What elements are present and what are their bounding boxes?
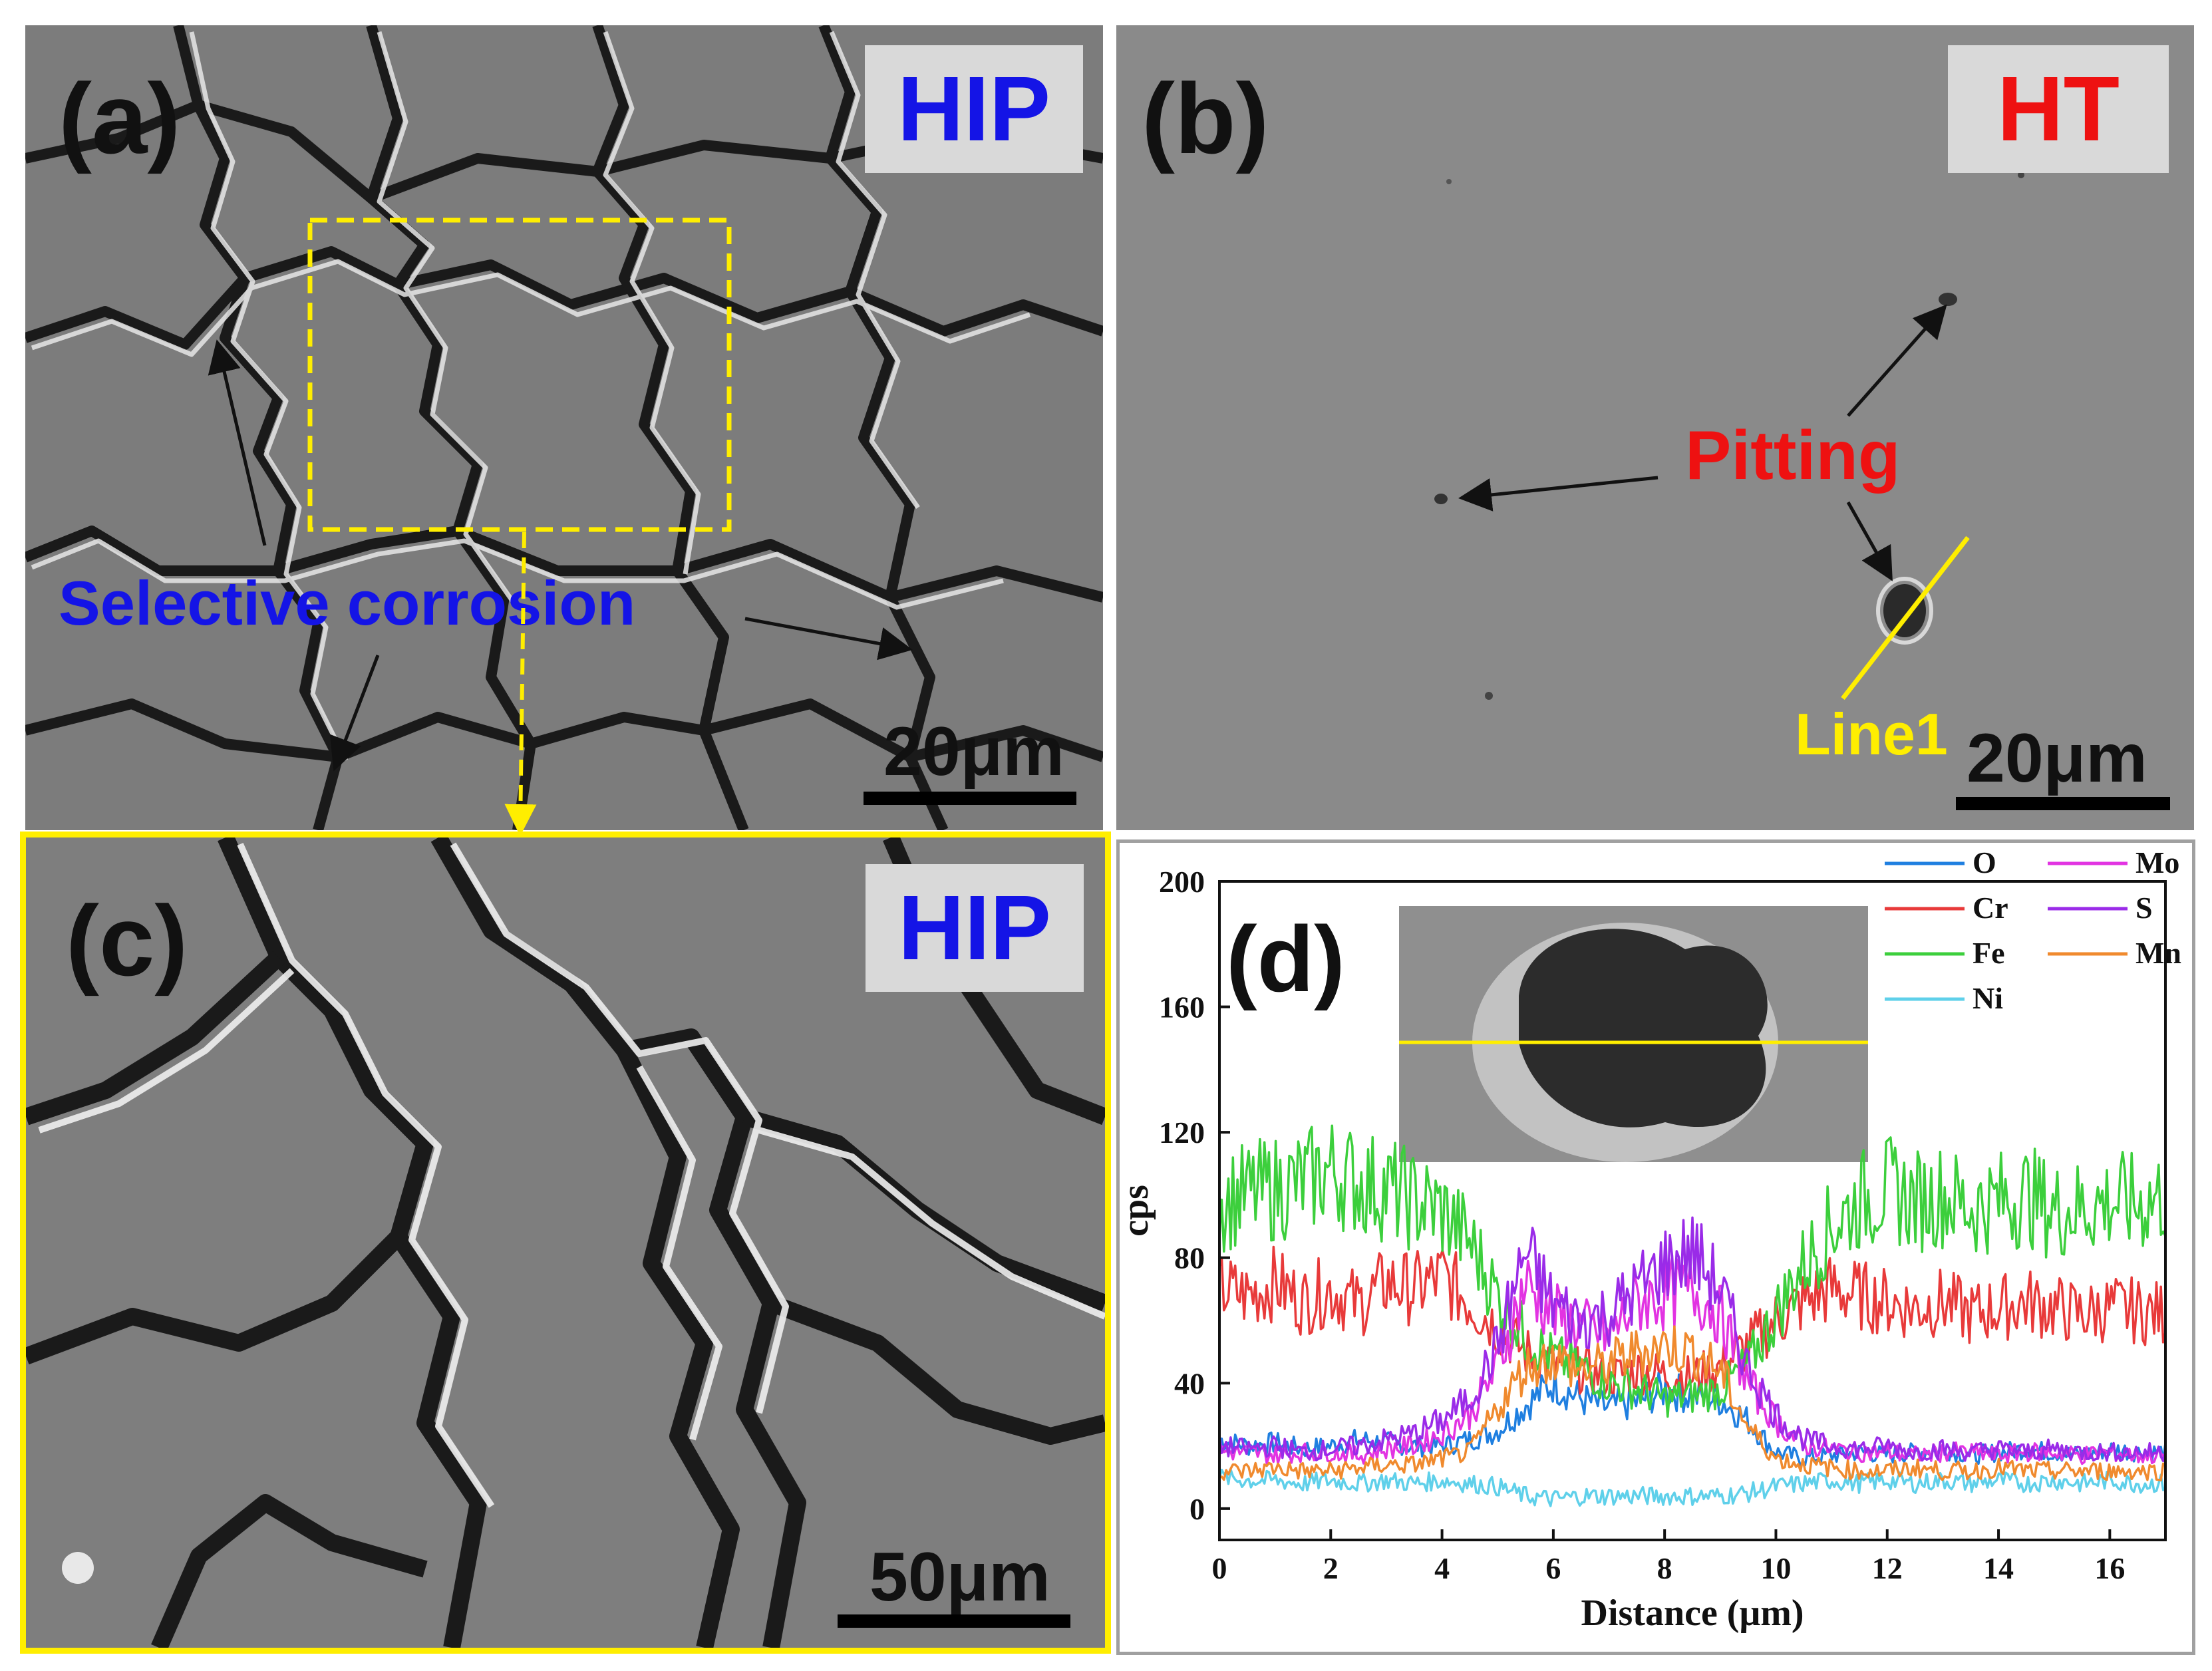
x-tick-label: 0 xyxy=(1212,1551,1227,1585)
x-tick-label: 8 xyxy=(1657,1551,1672,1585)
hip-tag: HIP xyxy=(865,45,1083,173)
sem-inset-pit-image xyxy=(1399,906,1868,1162)
pit-small-2 xyxy=(1434,494,1448,504)
legend-label-cr: Cr xyxy=(1973,891,2008,925)
x-tick-label: 10 xyxy=(1760,1551,1791,1585)
sem-micrograph-hip-zoom xyxy=(26,837,1105,1648)
y-axis-label: cps xyxy=(1120,1185,1156,1237)
panel-label-d: (d) xyxy=(1226,907,1345,1011)
panel-label-a: (a) xyxy=(59,63,181,174)
series-line-ni xyxy=(1218,1468,2167,1507)
scale-label-a: 20μm xyxy=(883,713,1064,790)
pit-small-1 xyxy=(1939,293,1957,306)
pit-large xyxy=(1883,584,1926,637)
panel-b-sem-image: (b) HT Pitting Line1 20μm xyxy=(1116,25,2194,830)
legend-label-ni: Ni xyxy=(1973,981,2003,1015)
plot-frame xyxy=(1218,880,2167,1541)
scale-label-b: 20μm xyxy=(1967,720,2147,797)
x-tick-label: 4 xyxy=(1434,1551,1450,1585)
selective-corrosion-label: Selective corrosion xyxy=(59,568,636,638)
legend-label-mn: Mn xyxy=(2135,936,2181,970)
y-tick-label: 120 xyxy=(1159,1116,1205,1149)
legend-label-mo: Mo xyxy=(2135,845,2179,879)
series-line-cr xyxy=(1218,1245,2167,1400)
y-tick-label: 200 xyxy=(1159,865,1205,899)
panel-label-b: (b) xyxy=(1142,63,1269,174)
y-tick-label: 40 xyxy=(1174,1366,1205,1400)
ht-tag: HT xyxy=(1948,45,2169,173)
y-tick-label: 0 xyxy=(1189,1492,1205,1526)
x-tick-label: 2 xyxy=(1323,1551,1339,1585)
scale-bar-a xyxy=(864,792,1076,805)
panel-c-sem-image: (c) HIP 50μm xyxy=(20,832,1111,1654)
x-axis-label: Distance (μm) xyxy=(1581,1593,1804,1634)
scale-bar-b xyxy=(1956,797,2170,810)
panel-a-sem-image: (a) HIP Selective corrosion 20μm xyxy=(25,25,1103,830)
pitting-label: Pitting xyxy=(1685,417,1901,494)
legend-label-o: O xyxy=(1973,845,1996,879)
panel-label-c: (c) xyxy=(66,885,188,996)
zoom-region-box xyxy=(307,218,732,532)
x-tick-label: 6 xyxy=(1545,1551,1561,1585)
x-tick-label: 14 xyxy=(1983,1551,2014,1585)
line1-label: Line1 xyxy=(1795,701,1948,767)
legend-label-s: S xyxy=(2135,891,2153,925)
y-tick-label: 80 xyxy=(1174,1241,1205,1275)
hip-tag-c: HIP xyxy=(866,864,1084,992)
panel-d-line-scan-chart: 0 2 4 6 8 10 12 14 16 0 40 80 120 160 200 Distance (μm)… xyxy=(1116,839,2195,1655)
scale-label-c: 50μm xyxy=(869,1539,1050,1616)
legend-label-fe: Fe xyxy=(1973,936,2005,970)
y-tick-label: 160 xyxy=(1159,990,1205,1024)
series-line-fe xyxy=(1218,1124,2167,1418)
x-tick-label: 12 xyxy=(1872,1551,1903,1585)
series-line-mn xyxy=(1219,1325,2167,1481)
x-tick-label: 16 xyxy=(2094,1551,2125,1585)
scale-bar-c xyxy=(838,1614,1070,1628)
series-line-s xyxy=(1218,1216,2167,1463)
